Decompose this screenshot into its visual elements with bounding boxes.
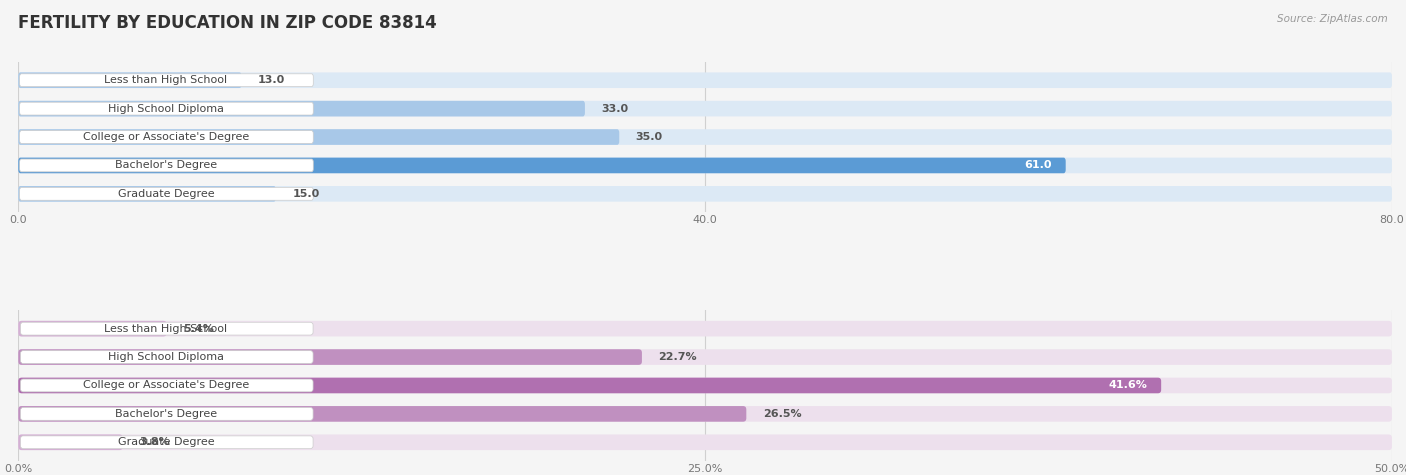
FancyBboxPatch shape <box>18 101 1392 116</box>
FancyBboxPatch shape <box>21 322 314 335</box>
FancyBboxPatch shape <box>18 158 1392 173</box>
Text: 15.0: 15.0 <box>292 189 319 199</box>
FancyBboxPatch shape <box>18 101 585 116</box>
Text: 13.0: 13.0 <box>257 75 285 85</box>
FancyBboxPatch shape <box>21 408 314 420</box>
FancyBboxPatch shape <box>18 349 1392 365</box>
Text: High School Diploma: High School Diploma <box>108 352 224 362</box>
FancyBboxPatch shape <box>18 186 1392 202</box>
Text: High School Diploma: High School Diploma <box>108 104 224 114</box>
FancyBboxPatch shape <box>21 379 314 392</box>
FancyBboxPatch shape <box>18 378 1161 393</box>
FancyBboxPatch shape <box>18 321 167 336</box>
FancyBboxPatch shape <box>20 102 314 115</box>
FancyBboxPatch shape <box>21 436 314 449</box>
FancyBboxPatch shape <box>20 131 314 143</box>
FancyBboxPatch shape <box>18 72 242 88</box>
Text: Bachelor's Degree: Bachelor's Degree <box>115 409 217 419</box>
Text: College or Associate's Degree: College or Associate's Degree <box>83 132 249 142</box>
FancyBboxPatch shape <box>18 406 1392 422</box>
Text: FERTILITY BY EDUCATION IN ZIP CODE 83814: FERTILITY BY EDUCATION IN ZIP CODE 83814 <box>18 14 437 32</box>
FancyBboxPatch shape <box>18 72 1392 88</box>
Text: Less than High School: Less than High School <box>104 323 228 333</box>
Text: 22.7%: 22.7% <box>658 352 697 362</box>
Text: 33.0: 33.0 <box>602 104 628 114</box>
FancyBboxPatch shape <box>20 188 314 200</box>
Text: 26.5%: 26.5% <box>763 409 801 419</box>
FancyBboxPatch shape <box>18 129 1392 145</box>
Text: College or Associate's Degree: College or Associate's Degree <box>83 380 249 390</box>
Text: 41.6%: 41.6% <box>1108 380 1147 390</box>
FancyBboxPatch shape <box>21 351 314 363</box>
FancyBboxPatch shape <box>18 378 1392 393</box>
Text: 35.0: 35.0 <box>636 132 662 142</box>
FancyBboxPatch shape <box>20 74 314 86</box>
FancyBboxPatch shape <box>18 129 619 145</box>
FancyBboxPatch shape <box>20 159 314 172</box>
Text: Source: ZipAtlas.com: Source: ZipAtlas.com <box>1277 14 1388 24</box>
Text: 5.4%: 5.4% <box>183 323 214 333</box>
FancyBboxPatch shape <box>18 435 122 450</box>
FancyBboxPatch shape <box>18 158 1066 173</box>
Text: 61.0: 61.0 <box>1025 161 1052 171</box>
Text: Graduate Degree: Graduate Degree <box>118 437 214 447</box>
Text: Less than High School: Less than High School <box>104 75 228 85</box>
FancyBboxPatch shape <box>18 186 276 202</box>
Text: Bachelor's Degree: Bachelor's Degree <box>115 161 217 171</box>
FancyBboxPatch shape <box>18 349 643 365</box>
FancyBboxPatch shape <box>18 406 747 422</box>
Text: 3.8%: 3.8% <box>139 437 170 447</box>
FancyBboxPatch shape <box>18 435 1392 450</box>
Text: Graduate Degree: Graduate Degree <box>118 189 214 199</box>
FancyBboxPatch shape <box>18 321 1392 336</box>
